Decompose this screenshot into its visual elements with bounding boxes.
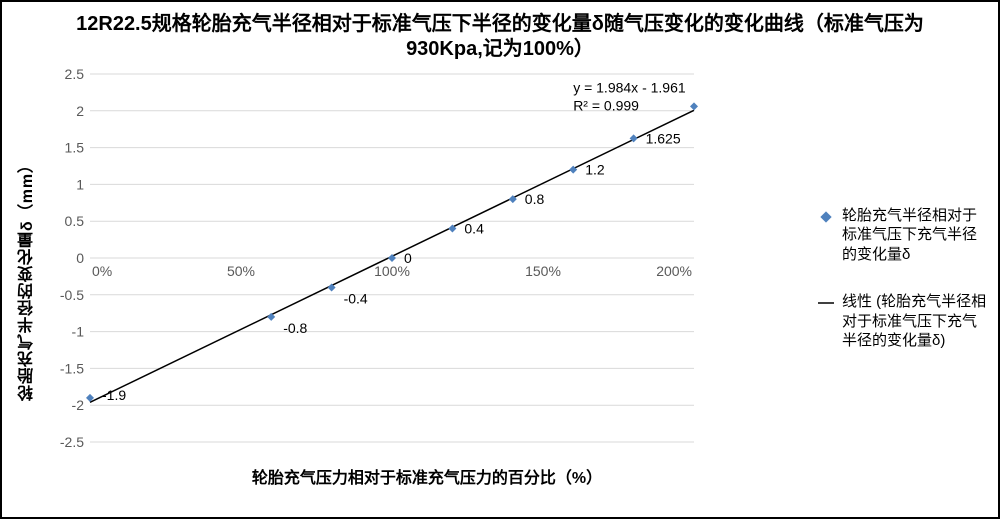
legend: 轮胎充气半径相对于标准气压下充气半径的变化量δ 线性 (轮胎充气半径相对于标准气… bbox=[810, 68, 988, 488]
legend-series-label: 轮胎充气半径相对于标准气压下充气半径的变化量δ bbox=[842, 206, 988, 265]
svg-text:0.4: 0.4 bbox=[464, 221, 484, 237]
svg-text:0: 0 bbox=[404, 250, 412, 266]
svg-text:1.2: 1.2 bbox=[585, 162, 605, 178]
legend-entry-series: 轮胎充气半径相对于标准气压下充气半径的变化量δ bbox=[818, 206, 988, 265]
legend-entry-trend: 线性 (轮胎充气半径相对于标准气压下充气半径的变化量δ) bbox=[818, 292, 988, 351]
legend-marker-diamond bbox=[818, 210, 834, 224]
svg-text:2.5: 2.5 bbox=[65, 68, 85, 82]
svg-text:-1.5: -1.5 bbox=[60, 360, 84, 376]
plot-svg: -2.5-2-1.5-1-0.500.511.522.50%50%100%150… bbox=[44, 68, 704, 448]
svg-text:2: 2 bbox=[76, 103, 84, 119]
svg-text:1.625: 1.625 bbox=[646, 130, 681, 146]
svg-text:-0.8: -0.8 bbox=[283, 320, 307, 336]
plot-wrap: -2.5-2-1.5-1-0.500.511.522.50%50%100%150… bbox=[44, 68, 810, 488]
svg-text:50%: 50% bbox=[227, 263, 255, 279]
svg-text:200%: 200% bbox=[656, 263, 692, 279]
svg-text:1: 1 bbox=[76, 176, 84, 192]
svg-text:0.5: 0.5 bbox=[65, 213, 85, 229]
svg-text:150%: 150% bbox=[525, 263, 561, 279]
svg-text:-0.5: -0.5 bbox=[60, 287, 84, 303]
legend-trend-label: 线性 (轮胎充气半径相对于标准气压下充气半径的变化量δ) bbox=[842, 292, 988, 351]
chart-container: 12R22.5规格轮胎充气半径相对于标准气压下半径的变化量δ随气压变化的变化曲线… bbox=[0, 0, 1000, 519]
x-axis-title: 轮胎充气压力相对于标准充气压力的百分比（%） bbox=[44, 460, 810, 488]
svg-text:-0.4: -0.4 bbox=[344, 290, 368, 306]
svg-text:0: 0 bbox=[76, 250, 84, 266]
plot-area: -2.5-2-1.5-1-0.500.511.522.50%50%100%150… bbox=[44, 68, 810, 460]
svg-text:0.8: 0.8 bbox=[525, 191, 545, 207]
svg-text:1.5: 1.5 bbox=[65, 140, 85, 156]
svg-text:R² = 0.999: R² = 0.999 bbox=[573, 97, 639, 113]
svg-text:-2.5: -2.5 bbox=[60, 434, 84, 448]
chart-body: 轮胎充气半径的变化量δ（mm） -2.5 -2 -1.5 -1 -0.5 0 0.5 1 1.5… bbox=[12, 68, 988, 488]
chart-title: 12R22.5规格轮胎充气半径相对于标准气压下半径的变化量δ随气压变化的变化曲线… bbox=[52, 12, 948, 62]
svg-text:y = 1.984x - 1.961: y = 1.984x - 1.961 bbox=[573, 79, 686, 95]
y-axis-title: 轮胎充气半径的变化量δ（mm） bbox=[12, 68, 44, 488]
svg-text:-2: -2 bbox=[72, 397, 85, 413]
svg-text:-1.9: -1.9 bbox=[102, 387, 126, 403]
legend-marker-line bbox=[818, 296, 834, 310]
svg-text:0%: 0% bbox=[92, 263, 112, 279]
svg-text:-1: -1 bbox=[72, 324, 85, 340]
